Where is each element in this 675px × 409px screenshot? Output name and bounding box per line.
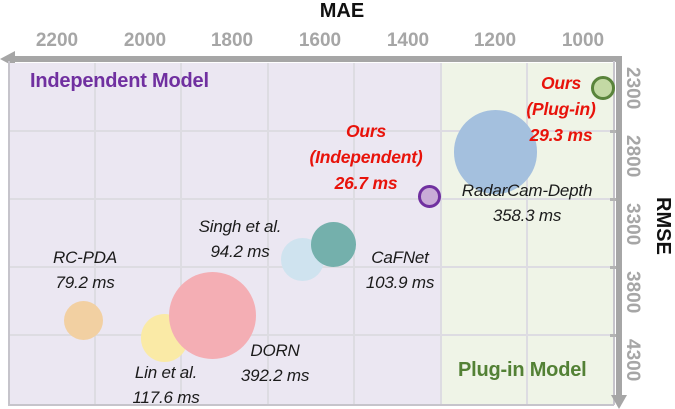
x-tick-label: 1200	[473, 30, 517, 51]
y-tick-label: 2800	[622, 134, 643, 178]
y-tick-mark	[610, 198, 616, 201]
x-tick-label: 1400	[386, 30, 430, 51]
bubble-ours-plug-in	[590, 76, 615, 100]
y-tick-label: 2300	[622, 66, 643, 110]
gridline-vertical	[267, 63, 269, 405]
gridline-vertical	[353, 63, 355, 405]
bubble-dorn	[169, 271, 257, 359]
plot-border-left	[8, 61, 10, 405]
bubble-label-radarcam-depth: RadarCam-Depth 358.3 ms	[461, 178, 593, 228]
gridline-vertical	[526, 63, 528, 405]
gridline-horizontal	[8, 334, 614, 336]
bubble-label-singh-et-al: Singh et al. 94.2 ms	[199, 214, 282, 264]
x-tick-label: 1600	[298, 30, 342, 51]
plot-border-bottom	[8, 404, 614, 406]
y-tick-label: 3300	[622, 202, 643, 246]
y-tick-label: 4300	[622, 338, 643, 382]
bubble-label-lin-et-al: Lin et al. 117.6 ms	[132, 360, 199, 409]
bubble-ours-independent	[418, 185, 441, 209]
y-axis-arrow-icon	[610, 395, 627, 409]
bubble-label-line: (Plug-in)	[526, 99, 596, 119]
x-tick-label: 1800	[210, 30, 254, 51]
bubble-label-line: 103.9 ms	[365, 273, 435, 292]
bubble-label-cafnet: CaFNet 103.9 ms	[365, 245, 435, 295]
x-tick-label: 1000	[561, 30, 605, 51]
bubble-label-line: 94.2 ms	[210, 242, 270, 261]
bubble-label-dorn: DORN 392.2 ms	[240, 338, 310, 388]
bubble-label-line: 29.3 ms	[529, 125, 593, 145]
bubble-label-line: Ours	[345, 121, 387, 141]
bubble-label-line: RadarCam-Depth	[461, 181, 593, 200]
bubble-label-line: Singh et al.	[198, 217, 282, 236]
y-axis-title: RMSE	[652, 197, 674, 255]
bubble-label-line: 117.6 ms	[132, 388, 200, 407]
bubble-label-ours-plug-in: Ours (Plug-in) 29.3 ms	[526, 70, 595, 148]
bubble-label-line: DORN	[250, 341, 300, 360]
bubble-label-line: RC-PDA	[53, 248, 117, 267]
bubble-label-line: Lin et al.	[134, 363, 198, 382]
x-tick-label: 2000	[123, 30, 167, 51]
x-axis-line	[10, 56, 622, 62]
gridline-vertical	[94, 63, 96, 405]
plot-border-right	[613, 61, 615, 405]
bubble-label-line: 392.2 ms	[240, 366, 310, 385]
bubble-label-ours-independent: Ours (Independent) 26.7 ms	[309, 118, 422, 196]
bubble-label-line: 26.7 ms	[334, 173, 398, 193]
x-axis-title: MAE	[319, 0, 365, 22]
gridline-horizontal	[8, 198, 614, 200]
bubble-label-line: Ours	[540, 73, 582, 93]
bubble-label-line: CaFNet	[371, 248, 429, 267]
bubble-label-rc-pda: RC-PDA 79.2 ms	[53, 245, 117, 295]
y-axis-line	[616, 56, 622, 395]
plugin-model-label: Plug-in Model	[458, 359, 587, 381]
y-tick-mark	[610, 334, 616, 337]
gridline-vertical	[440, 63, 442, 405]
bubble-cafnet	[310, 221, 356, 267]
gridline-vertical	[180, 63, 182, 405]
y-tick-label: 3800	[622, 270, 643, 314]
independent-model-label: Independent Model	[30, 70, 209, 92]
y-tick-mark	[610, 266, 616, 269]
bubble-radarcam-depth	[453, 110, 537, 194]
bubble-label-line: 358.3 ms	[492, 206, 562, 225]
gridline-horizontal	[8, 130, 614, 132]
bubble-label-line: (Independent)	[309, 147, 423, 167]
y-tick-mark	[610, 130, 616, 133]
x-tick-label: 2200	[35, 30, 79, 51]
bubble-label-line: 79.2 ms	[55, 273, 115, 292]
bubble-rc-pda	[63, 300, 103, 341]
